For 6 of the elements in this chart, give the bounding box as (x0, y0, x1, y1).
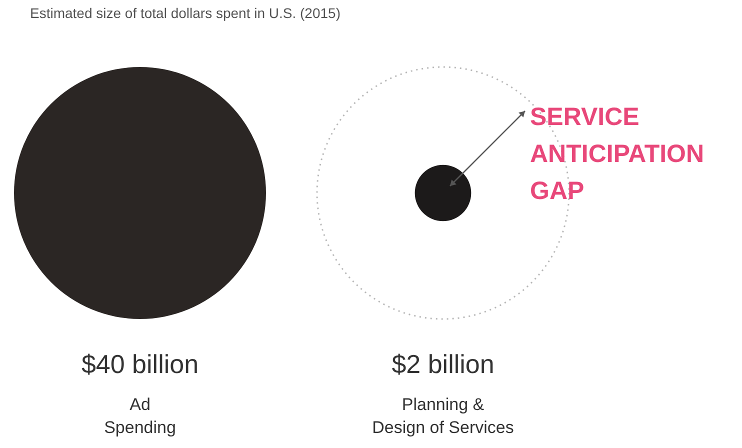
text: Estimated size of total dollars spent in U.S. (2015) (30, 5, 340, 21)
category-label: Ad Spending (104, 395, 176, 437)
data-label: $40 billion (81, 349, 199, 379)
text: SERVICE ANTICIPATION GAP (530, 103, 704, 205)
category-label: Planning & Design of Services (372, 395, 514, 437)
data-label: $2 billion (392, 349, 494, 379)
